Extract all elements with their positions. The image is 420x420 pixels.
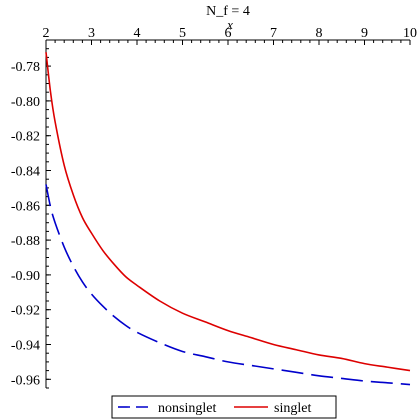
x-tick-label: 9 (361, 26, 368, 41)
plot-area: x 2 3 4 5 6 7 8 9 10 -0.78 -0.80 -0.82 -0.84 -0.86 -0.8… (11, 17, 417, 389)
y-tick-label: -0.90 (11, 269, 40, 284)
y-tick-label: -0.82 (11, 130, 40, 145)
x-tick-label: 7 (270, 26, 277, 41)
y-tick-label: -0.92 (11, 304, 40, 319)
legend-box (111, 395, 337, 419)
y-tick-label: -0.94 (11, 339, 40, 354)
series-line-nonsinglet (45, 184, 411, 386)
y-tick-label: -0.84 (11, 165, 40, 180)
y-tick-label: -0.78 (11, 60, 40, 75)
y-tick-label: -0.86 (11, 199, 40, 214)
x-tick-label: 2 (43, 26, 50, 41)
x-tick-label: 4 (134, 26, 141, 41)
x-tick-label: 6 (225, 26, 232, 41)
legend-label-singlet: singlet (274, 401, 311, 416)
legend: nonsinglet singlet (111, 395, 337, 419)
y-tick-label: -0.96 (11, 373, 40, 388)
x-tick-label: 5 (179, 26, 186, 41)
y-tick-label: -0.80 (11, 95, 40, 110)
y-tick-label: -0.88 (11, 234, 40, 249)
x-tick-label: 3 (88, 26, 95, 41)
series-line-singlet (45, 52, 411, 372)
legend-label-nonsinglet: nonsinglet (158, 401, 216, 416)
x-tick-label: 10 (403, 26, 417, 41)
x-axis-label: x (226, 17, 233, 32)
x-tick-label: 8 (316, 26, 323, 41)
chart-title: N_f = 4 (206, 4, 250, 19)
